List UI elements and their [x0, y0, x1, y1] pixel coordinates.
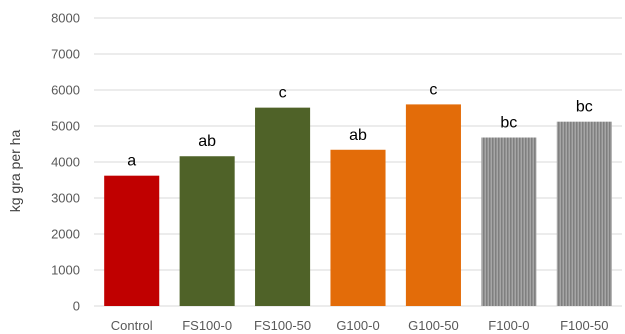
- significance-label: bc: [576, 99, 593, 116]
- x-tick-label: F100-0: [488, 318, 529, 333]
- x-axis-ticks: Control FS100-0 FS100-50 G100-0 G100-50 F100-…: [111, 318, 609, 333]
- significance-label: c: [279, 85, 287, 102]
- y-tick-label: 1000: [51, 263, 80, 278]
- bar-control: [104, 175, 160, 306]
- significance-label: bc: [500, 115, 517, 132]
- bar-g100-0: [330, 149, 386, 306]
- y-tick-label: 5000: [51, 119, 80, 134]
- bar-g100-50: [405, 104, 461, 307]
- significance-label: ab: [198, 133, 216, 150]
- bar-f100-0: [481, 137, 537, 306]
- y-tick-label: 6000: [51, 83, 80, 98]
- y-tick-label: 7000: [51, 47, 80, 62]
- x-tick-label: Control: [111, 318, 153, 333]
- x-tick-label: FS100-0: [182, 318, 232, 333]
- bar-fs100-0: [179, 156, 235, 306]
- y-axis-title: kg gra per ha: [7, 130, 23, 213]
- significance-label: ab: [349, 127, 367, 144]
- bar-f100-50: [556, 121, 612, 307]
- y-tick-label: 2000: [51, 227, 80, 242]
- y-tick-label: 3000: [51, 191, 80, 206]
- y-tick-label: 4000: [51, 155, 80, 170]
- y-tick-label: 8000: [51, 11, 80, 26]
- data-labels: a ab c ab c bc bc: [127, 81, 592, 169]
- significance-label: c: [429, 81, 437, 98]
- x-tick-label: G100-50: [408, 318, 459, 333]
- significance-label: a: [127, 153, 136, 170]
- x-tick-label: F100-50: [560, 318, 608, 333]
- bar-fs100-50: [255, 107, 311, 306]
- x-tick-label: G100-0: [336, 318, 379, 333]
- y-axis-ticks: 0 1000 2000 3000 4000 5000 6000 7000 8000: [51, 11, 80, 314]
- x-tick-label: FS100-50: [254, 318, 311, 333]
- bars: [104, 104, 612, 307]
- y-tick-label: 0: [73, 299, 80, 314]
